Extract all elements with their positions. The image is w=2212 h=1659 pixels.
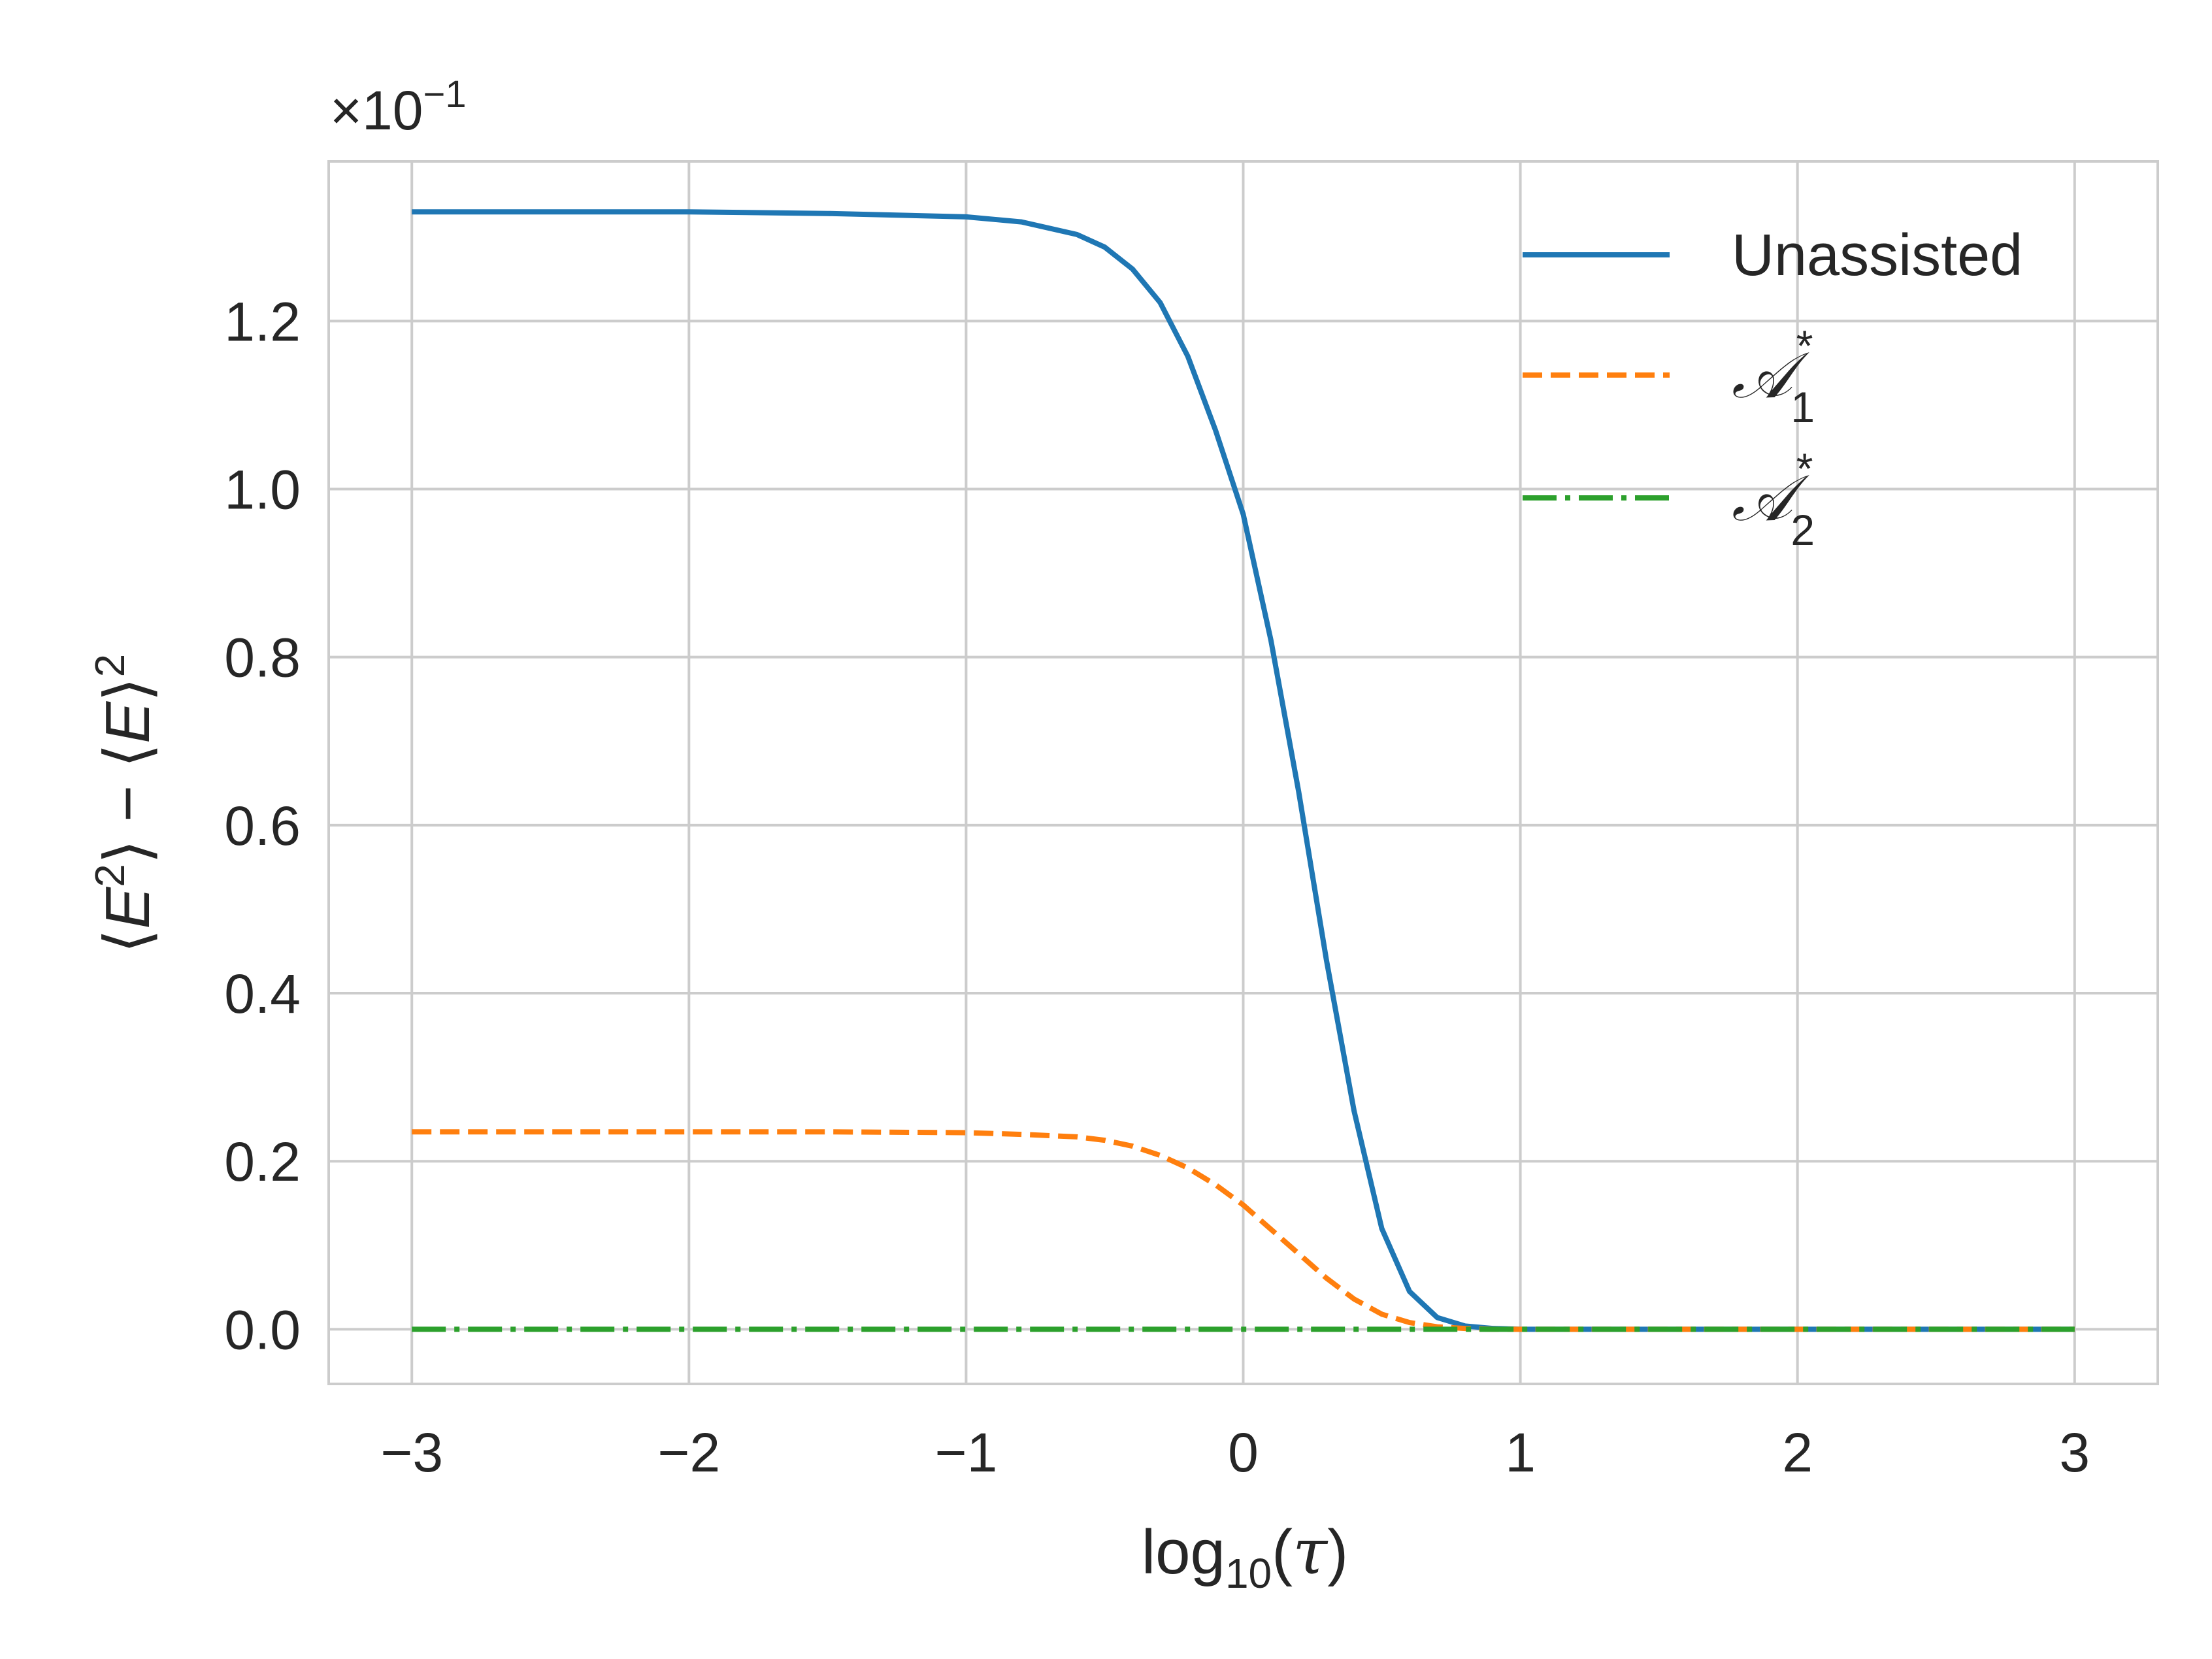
x-tick-label: 0 [1228,1422,1259,1483]
plot-frame [327,160,2159,1385]
x-axis-label: log10(τ) [1142,1515,1348,1597]
x-tick-label: 2 [1782,1422,1813,1483]
y-scale-exponent: −1 [423,73,467,116]
x-tick-label: 1 [1505,1422,1536,1483]
y-tick-label: 0.4 [224,963,301,1025]
x-tick-labels: −3 −2 −1 0 1 2 3 [380,1422,2090,1483]
y-tick-label: 0.0 [224,1299,301,1360]
y-scale-times: ×10 [330,80,423,141]
y-tick-label: 0.2 [224,1131,301,1192]
grid [329,161,2158,1384]
y-tick-label: 1.2 [224,291,301,352]
y-tick-labels: 0.0 0.2 0.4 0.6 0.8 1.0 1.2 [224,291,301,1360]
y-tick-label: 0.6 [224,795,301,857]
legend-label-unassisted: Unassisted [1732,223,2022,288]
x-tick-label: −2 [657,1422,720,1483]
x-tick-label: −3 [380,1422,443,1483]
y-scale-factor: ×10−1 [330,73,467,141]
y-axis-label: ⟨E2⟩ − ⟨E⟩2 [86,654,163,953]
y-tick-label: 1.0 [224,459,301,521]
series-lines [412,209,2075,1332]
x-tick-label: 3 [2059,1422,2090,1483]
y-tick-label: 0.8 [224,627,301,689]
x-tick-label: −1 [935,1422,998,1483]
